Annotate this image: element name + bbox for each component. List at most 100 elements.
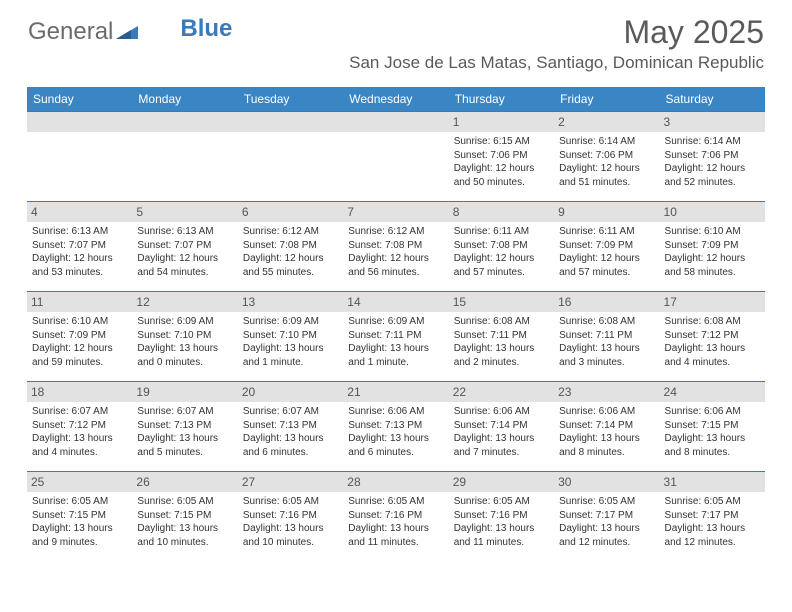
daylight-text: Daylight: 12 hours and 55 minutes. bbox=[243, 252, 338, 279]
daylight-text: Daylight: 13 hours and 11 minutes. bbox=[454, 522, 549, 549]
day-cell: 24Sunrise: 6:06 AMSunset: 7:15 PMDayligh… bbox=[660, 382, 765, 472]
day-cell: 12Sunrise: 6:09 AMSunset: 7:10 PMDayligh… bbox=[132, 292, 237, 382]
week-row: 1Sunrise: 6:15 AMSunset: 7:06 PMDaylight… bbox=[27, 112, 765, 202]
location-label: San Jose de Las Matas, Santiago, Dominic… bbox=[28, 53, 764, 73]
sunset-text: Sunset: 7:15 PM bbox=[137, 509, 232, 523]
sunrise-text: Sunrise: 6:13 AM bbox=[32, 225, 127, 239]
sunset-text: Sunset: 7:16 PM bbox=[348, 509, 443, 523]
sunrise-text: Sunrise: 6:09 AM bbox=[348, 315, 443, 329]
daylight-text: Daylight: 13 hours and 3 minutes. bbox=[559, 342, 654, 369]
day-number: 12 bbox=[132, 292, 237, 312]
daylight-text: Daylight: 13 hours and 4 minutes. bbox=[665, 342, 760, 369]
day-header: Wednesday bbox=[343, 87, 448, 112]
day-number: 28 bbox=[343, 472, 448, 492]
day-cell: 13Sunrise: 6:09 AMSunset: 7:10 PMDayligh… bbox=[238, 292, 343, 382]
sunrise-text: Sunrise: 6:12 AM bbox=[348, 225, 443, 239]
sunrise-text: Sunrise: 6:06 AM bbox=[348, 405, 443, 419]
sunset-text: Sunset: 7:11 PM bbox=[559, 329, 654, 343]
day-header: Thursday bbox=[449, 87, 554, 112]
sunset-text: Sunset: 7:08 PM bbox=[454, 239, 549, 253]
day-number: 20 bbox=[238, 382, 343, 402]
day-number: 15 bbox=[449, 292, 554, 312]
sunrise-text: Sunrise: 6:07 AM bbox=[32, 405, 127, 419]
logo: General Blue bbox=[28, 18, 232, 46]
sunrise-text: Sunrise: 6:14 AM bbox=[559, 135, 654, 149]
sunrise-text: Sunrise: 6:05 AM bbox=[137, 495, 232, 509]
day-cell: 31Sunrise: 6:05 AMSunset: 7:17 PMDayligh… bbox=[660, 472, 765, 562]
day-number: 23 bbox=[554, 382, 659, 402]
daylight-text: Daylight: 13 hours and 0 minutes. bbox=[137, 342, 232, 369]
day-cell: 26Sunrise: 6:05 AMSunset: 7:15 PMDayligh… bbox=[132, 472, 237, 562]
sunrise-text: Sunrise: 6:05 AM bbox=[665, 495, 760, 509]
sunset-text: Sunset: 7:08 PM bbox=[243, 239, 338, 253]
sunset-text: Sunset: 7:10 PM bbox=[137, 329, 232, 343]
daylight-text: Daylight: 13 hours and 5 minutes. bbox=[137, 432, 232, 459]
daylight-text: Daylight: 13 hours and 10 minutes. bbox=[137, 522, 232, 549]
day-cell: 27Sunrise: 6:05 AMSunset: 7:16 PMDayligh… bbox=[238, 472, 343, 562]
week-row: 25Sunrise: 6:05 AMSunset: 7:15 PMDayligh… bbox=[27, 472, 765, 562]
daylight-text: Daylight: 13 hours and 4 minutes. bbox=[32, 432, 127, 459]
sunset-text: Sunset: 7:15 PM bbox=[32, 509, 127, 523]
day-number: 24 bbox=[660, 382, 765, 402]
week-row: 18Sunrise: 6:07 AMSunset: 7:12 PMDayligh… bbox=[27, 382, 765, 472]
sunrise-text: Sunrise: 6:10 AM bbox=[32, 315, 127, 329]
day-header-row: SundayMondayTuesdayWednesdayThursdayFrid… bbox=[27, 87, 765, 112]
day-cell: 4Sunrise: 6:13 AMSunset: 7:07 PMDaylight… bbox=[27, 202, 132, 292]
day-number bbox=[238, 112, 343, 132]
sunset-text: Sunset: 7:13 PM bbox=[348, 419, 443, 433]
day-header: Monday bbox=[132, 87, 237, 112]
sunset-text: Sunset: 7:16 PM bbox=[454, 509, 549, 523]
daylight-text: Daylight: 12 hours and 56 minutes. bbox=[348, 252, 443, 279]
daylight-text: Daylight: 13 hours and 1 minute. bbox=[348, 342, 443, 369]
daylight-text: Daylight: 13 hours and 12 minutes. bbox=[559, 522, 654, 549]
sunrise-text: Sunrise: 6:06 AM bbox=[559, 405, 654, 419]
sunrise-text: Sunrise: 6:14 AM bbox=[665, 135, 760, 149]
sunset-text: Sunset: 7:09 PM bbox=[665, 239, 760, 253]
day-number: 17 bbox=[660, 292, 765, 312]
day-cell: 9Sunrise: 6:11 AMSunset: 7:09 PMDaylight… bbox=[554, 202, 659, 292]
day-header: Sunday bbox=[27, 87, 132, 112]
sunrise-text: Sunrise: 6:11 AM bbox=[559, 225, 654, 239]
sunset-text: Sunset: 7:06 PM bbox=[665, 149, 760, 163]
sunset-text: Sunset: 7:06 PM bbox=[559, 149, 654, 163]
sunset-text: Sunset: 7:09 PM bbox=[32, 329, 127, 343]
day-cell: 23Sunrise: 6:06 AMSunset: 7:14 PMDayligh… bbox=[554, 382, 659, 472]
day-cell: 3Sunrise: 6:14 AMSunset: 7:06 PMDaylight… bbox=[660, 112, 765, 202]
day-number: 22 bbox=[449, 382, 554, 402]
daylight-text: Daylight: 13 hours and 2 minutes. bbox=[454, 342, 549, 369]
day-number: 19 bbox=[132, 382, 237, 402]
sunset-text: Sunset: 7:11 PM bbox=[454, 329, 549, 343]
day-cell: 11Sunrise: 6:10 AMSunset: 7:09 PMDayligh… bbox=[27, 292, 132, 382]
day-cell: 17Sunrise: 6:08 AMSunset: 7:12 PMDayligh… bbox=[660, 292, 765, 382]
day-number: 14 bbox=[343, 292, 448, 312]
day-number: 30 bbox=[554, 472, 659, 492]
sunset-text: Sunset: 7:10 PM bbox=[243, 329, 338, 343]
daylight-text: Daylight: 12 hours and 58 minutes. bbox=[665, 252, 760, 279]
sunrise-text: Sunrise: 6:05 AM bbox=[454, 495, 549, 509]
day-number: 8 bbox=[449, 202, 554, 222]
sunset-text: Sunset: 7:12 PM bbox=[665, 329, 760, 343]
day-number: 3 bbox=[660, 112, 765, 132]
day-number: 21 bbox=[343, 382, 448, 402]
empty-cell bbox=[238, 112, 343, 202]
day-cell: 30Sunrise: 6:05 AMSunset: 7:17 PMDayligh… bbox=[554, 472, 659, 562]
sunset-text: Sunset: 7:08 PM bbox=[348, 239, 443, 253]
day-cell: 2Sunrise: 6:14 AMSunset: 7:06 PMDaylight… bbox=[554, 112, 659, 202]
day-number: 31 bbox=[660, 472, 765, 492]
sunset-text: Sunset: 7:15 PM bbox=[665, 419, 760, 433]
day-number: 2 bbox=[554, 112, 659, 132]
empty-cell bbox=[27, 112, 132, 202]
sunset-text: Sunset: 7:13 PM bbox=[137, 419, 232, 433]
day-number: 16 bbox=[554, 292, 659, 312]
day-number: 1 bbox=[449, 112, 554, 132]
sunset-text: Sunset: 7:13 PM bbox=[243, 419, 338, 433]
day-cell: 10Sunrise: 6:10 AMSunset: 7:09 PMDayligh… bbox=[660, 202, 765, 292]
daylight-text: Daylight: 13 hours and 6 minutes. bbox=[348, 432, 443, 459]
sunrise-text: Sunrise: 6:06 AM bbox=[665, 405, 760, 419]
sunrise-text: Sunrise: 6:11 AM bbox=[454, 225, 549, 239]
sunrise-text: Sunrise: 6:08 AM bbox=[454, 315, 549, 329]
day-number: 4 bbox=[27, 202, 132, 222]
day-cell: 22Sunrise: 6:06 AMSunset: 7:14 PMDayligh… bbox=[449, 382, 554, 472]
day-cell: 29Sunrise: 6:05 AMSunset: 7:16 PMDayligh… bbox=[449, 472, 554, 562]
sunset-text: Sunset: 7:07 PM bbox=[32, 239, 127, 253]
